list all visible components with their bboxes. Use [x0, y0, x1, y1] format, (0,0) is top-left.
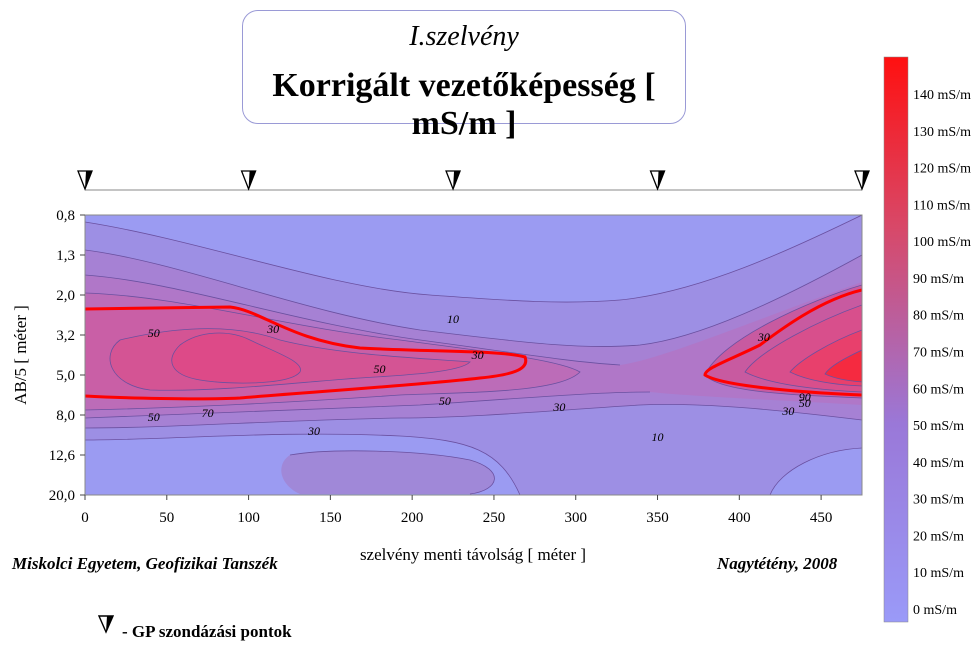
sounding-point-marker: [240, 170, 257, 191]
sounding-point-marker: [445, 170, 462, 191]
contour-value-label: 30: [471, 348, 484, 362]
colorbar-label: 50 mS/m: [913, 419, 964, 434]
x-tick-label: 250: [483, 510, 506, 526]
x-tick-label: 300: [564, 510, 587, 526]
sounding-point-marker: [77, 170, 93, 191]
y-tick-label: 20,0: [49, 488, 75, 504]
x-tick-label: 200: [401, 510, 424, 526]
plot-frame: [84, 214, 863, 496]
y-tick-label: 8,0: [56, 408, 75, 424]
colorbar-label: 100 mS/m: [913, 235, 971, 250]
colorbar-label: 10 mS/m: [913, 566, 964, 581]
sounding-legend: - GP szondázási pontok: [122, 622, 292, 641]
y-axis-label: AB/5 [ méter ]: [11, 305, 30, 405]
x-axis-label: szelvény menti távolság [ méter ]: [360, 545, 586, 564]
colorbar-label: 60 mS/m: [913, 382, 964, 397]
x-tick-label: 0: [81, 510, 89, 526]
sounding-point-marker: [854, 170, 870, 191]
x-tick-label: 350: [646, 510, 669, 526]
contour-value-label: 10: [447, 312, 459, 326]
contour-fills: [85, 215, 862, 495]
contour-value-label: 50: [148, 326, 160, 340]
contour-value-label: 30: [552, 400, 565, 414]
contour-50-lines: [85, 288, 862, 401]
x-tick-label: 100: [237, 510, 260, 526]
x-tick-label: 400: [728, 510, 751, 526]
contour-value-label: 30: [307, 424, 320, 438]
sounding-point-symbol: [98, 615, 114, 634]
colorbar-label: 80 mS/m: [913, 309, 964, 324]
contour-value-label: 50: [373, 362, 385, 376]
y-tick-label: 1,3: [56, 248, 75, 264]
contour-value-label: 90: [799, 390, 811, 404]
colorbar-labels: 140 mS/m 130 mS/m 120 mS/m 110 mS/m 100 mS/m…: [913, 88, 971, 618]
x-tick-label: 150: [319, 510, 342, 526]
sounding-point-marker: [649, 170, 666, 191]
sounding-points: [77, 170, 870, 191]
profile-name: I.szelvény: [409, 21, 519, 52]
location-date-note: Nagytétény, 2008: [717, 554, 838, 573]
contour-value-label: 30: [781, 404, 794, 418]
colorbar-label: 110 mS/m: [913, 198, 971, 213]
contour-value-label: 50: [439, 394, 451, 408]
y-axis: 0,8 1,3 2,0 3,2 5,0 8,0 12,6 20,0: [49, 208, 85, 504]
y-tick-label: 2,0: [56, 288, 75, 304]
x-tick-label: 450: [810, 510, 833, 526]
contour-value-label: 50: [799, 396, 811, 410]
contour-value-label: 50: [148, 410, 160, 424]
colorbar-label: 70 mS/m: [913, 346, 964, 361]
x-tick-label: 50: [159, 510, 174, 526]
y-tick-label: 3,2: [56, 328, 75, 344]
contour-value-label: 30: [266, 322, 279, 336]
colorbar-label: 130 mS/m: [913, 125, 971, 140]
colorbar-label: 0 mS/m: [913, 603, 957, 618]
x-axis: 0 50 100 150 200 250 300 350 400 450: [81, 495, 832, 526]
chart-title: Korrigált vezetőképesség [ mS/m ]: [272, 67, 656, 142]
colorbar-label: 40 mS/m: [913, 456, 964, 471]
colorbar: [883, 56, 909, 623]
contour-value-label: 70: [202, 406, 214, 420]
colorbar-label: 20 mS/m: [913, 529, 964, 544]
colorbar-label: 120 mS/m: [913, 162, 971, 177]
y-tick-label: 0,8: [56, 208, 75, 224]
contour-value-label: 30: [757, 330, 770, 344]
contour-value-label: 10: [652, 430, 664, 444]
institution-note: Miskolci Egyetem, Geofizikai Tanszék: [12, 554, 278, 573]
colorbar-label: 90 mS/m: [913, 272, 964, 287]
colorbar-label: 140 mS/m: [913, 88, 971, 103]
y-tick-label: 12,6: [49, 448, 76, 464]
title-box: I.szelvény Korrigált vezetőképesség [ mS…: [242, 10, 686, 142]
y-tick-label: 5,0: [56, 368, 75, 384]
colorbar-label: 30 mS/m: [913, 493, 964, 508]
contour-lines: [85, 215, 862, 495]
